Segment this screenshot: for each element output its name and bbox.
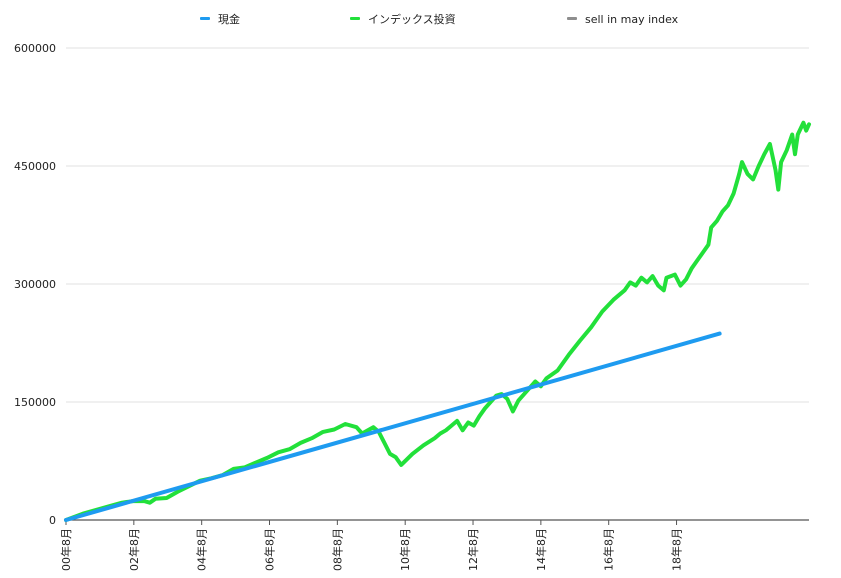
x-tick-label: 08年8月: [330, 528, 344, 571]
x-tick-label: 16年8月: [602, 528, 616, 571]
legend-label-cash: 現金: [218, 12, 240, 26]
gridlines: [66, 47, 809, 521]
y-tick-label: 0: [49, 514, 56, 527]
legend-swatch-cash: [200, 17, 210, 20]
legend-item-index[interactable]: インデックス投資: [350, 12, 456, 26]
x-tick-label: 14年8月: [534, 528, 548, 571]
legend-swatch-sell-in-may: [567, 17, 577, 20]
x-axis: 00年8月 02年8月 04年8月 06年8月 08年8月 10年8月 12年8月 14年8月…: [59, 520, 684, 571]
legend-item-cash[interactable]: 現金: [200, 12, 240, 26]
legend-item-sell-in-may[interactable]: sell in may index: [567, 13, 679, 26]
y-axis: 0 150000 300000 450000 600000: [14, 42, 56, 527]
y-tick-label: 300000: [14, 278, 56, 291]
legend-label-index: インデックス投資: [368, 12, 456, 26]
x-tick-label: 12年8月: [466, 528, 480, 571]
legend: 現金 インデックス投資 sell in may index: [200, 12, 679, 26]
series-lines: [64, 120, 811, 522]
x-tick-label: 00年8月: [59, 528, 73, 571]
series-line-0: [64, 331, 722, 522]
x-tick-label: 04年8月: [195, 528, 209, 571]
x-tick-label: 06年8月: [263, 528, 277, 571]
series-line-1: [64, 120, 811, 522]
x-tick-label: 18年8月: [670, 528, 684, 571]
y-tick-label: 450000: [14, 160, 56, 173]
legend-label-sell-in-may: sell in may index: [585, 13, 679, 26]
x-tick-label: 10年8月: [398, 528, 412, 571]
x-tick-label: 02年8月: [127, 528, 141, 571]
y-tick-label: 150000: [14, 396, 56, 409]
y-tick-label: 600000: [14, 42, 56, 55]
legend-swatch-index: [350, 17, 360, 20]
